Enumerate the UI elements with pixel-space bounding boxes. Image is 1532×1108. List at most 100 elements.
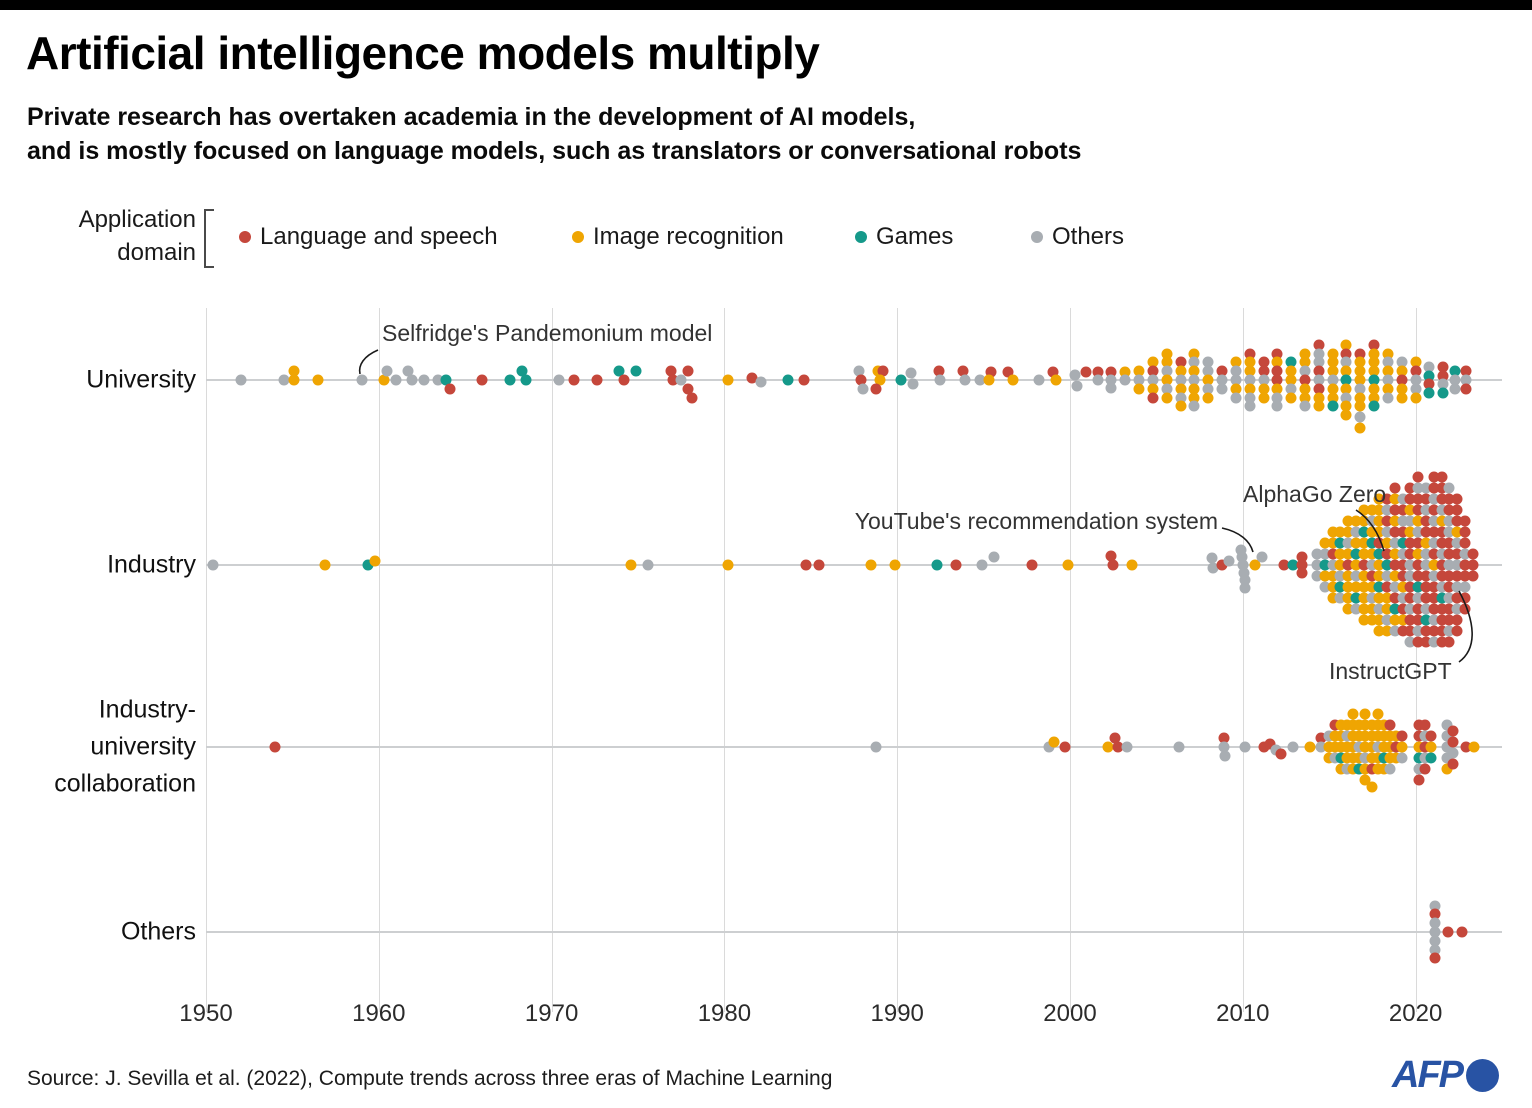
data-point [1340, 339, 1352, 351]
data-point [1436, 581, 1448, 593]
data-point [402, 365, 414, 377]
data-point [1381, 504, 1393, 516]
data-point [1410, 356, 1422, 368]
data-point [1202, 365, 1214, 377]
data-point [1080, 366, 1092, 378]
data-point [1382, 383, 1394, 395]
data-point [1133, 365, 1145, 377]
data-point [618, 374, 630, 386]
legend-dot-games [855, 231, 867, 243]
data-point [1366, 548, 1378, 560]
data-point [1467, 559, 1479, 571]
data-point [1420, 592, 1432, 604]
data-point [1437, 370, 1449, 382]
data-point [1436, 471, 1448, 483]
data-point [1404, 592, 1416, 604]
data-point [1441, 730, 1453, 742]
data-point [1412, 548, 1424, 560]
data-point [1237, 559, 1249, 571]
data-point [1381, 603, 1393, 615]
data-point [675, 374, 687, 386]
data-point [1447, 747, 1459, 758]
data-point [1244, 400, 1256, 412]
data-point [1412, 625, 1424, 637]
data-point [1443, 515, 1455, 527]
data-point [1133, 383, 1145, 395]
data-point [1335, 719, 1347, 731]
data-point [907, 378, 919, 390]
data-point [1342, 526, 1354, 538]
data-point [1412, 515, 1424, 527]
data-point [1359, 774, 1371, 786]
x-tick-1970: 1970 [524, 1000, 579, 1027]
data-point [1428, 581, 1440, 593]
data-point [1299, 374, 1311, 386]
data-point [1329, 730, 1341, 742]
x-tick-1950: 1950 [179, 1000, 233, 1027]
data-point [312, 374, 324, 386]
data-point [1188, 392, 1200, 404]
data-point [1230, 383, 1242, 395]
data-point [1441, 741, 1453, 753]
data-point [1188, 400, 1200, 412]
legend-item-language: Language and speech [239, 223, 498, 251]
data-point [1033, 374, 1045, 386]
data-point [1271, 365, 1283, 377]
data-point [1397, 614, 1409, 626]
data-point [369, 555, 381, 567]
data-point [1340, 348, 1352, 360]
data-point [1002, 366, 1014, 378]
data-point [1373, 493, 1385, 505]
data-point [1327, 548, 1339, 560]
data-point [1059, 741, 1071, 753]
data-point [1442, 926, 1454, 938]
data-point [1119, 374, 1131, 386]
data-point [1313, 339, 1325, 351]
gridline-1990 [897, 308, 899, 1012]
data-point [1404, 537, 1416, 549]
data-point [1202, 356, 1214, 368]
data-point [1216, 383, 1228, 395]
data-point [1335, 763, 1347, 775]
data-point [1397, 515, 1409, 527]
legend-item-others: Others [1031, 223, 1124, 251]
data-point [1397, 625, 1409, 637]
data-point [1389, 559, 1401, 571]
legend-item-label: Games [876, 223, 954, 250]
data-point [1451, 526, 1463, 538]
data-point [1396, 383, 1408, 395]
data-point [1342, 603, 1354, 615]
data-point [1239, 582, 1251, 594]
data-point [1372, 708, 1384, 720]
data-point [1258, 356, 1270, 368]
data-point [1161, 383, 1173, 395]
row-baseline-collaboration [206, 746, 1502, 748]
gridline-2010 [1242, 308, 1244, 1012]
data-point [1389, 482, 1401, 494]
data-point [1381, 548, 1393, 560]
data-point [1373, 559, 1385, 571]
data-point [1319, 559, 1331, 571]
data-point [1396, 730, 1408, 742]
data-point [1381, 526, 1393, 538]
data-point [440, 374, 452, 386]
data-point [1007, 374, 1019, 386]
data-point [1366, 741, 1378, 753]
data-point [1420, 636, 1432, 648]
data-point [1443, 603, 1455, 615]
data-point [1428, 471, 1440, 483]
data-point [1381, 493, 1393, 505]
data-point [1342, 559, 1354, 571]
x-tick-2000: 2000 [1043, 1000, 1097, 1027]
data-point [1436, 592, 1448, 604]
data-point [1350, 603, 1362, 615]
data-point [1341, 752, 1353, 764]
data-point [974, 374, 986, 386]
data-point [1323, 730, 1335, 742]
data-point [1342, 537, 1354, 549]
data-point [1443, 614, 1455, 626]
data-point [1313, 392, 1325, 404]
data-point [1335, 730, 1347, 742]
data-point [1147, 356, 1159, 368]
data-point [1460, 374, 1472, 386]
